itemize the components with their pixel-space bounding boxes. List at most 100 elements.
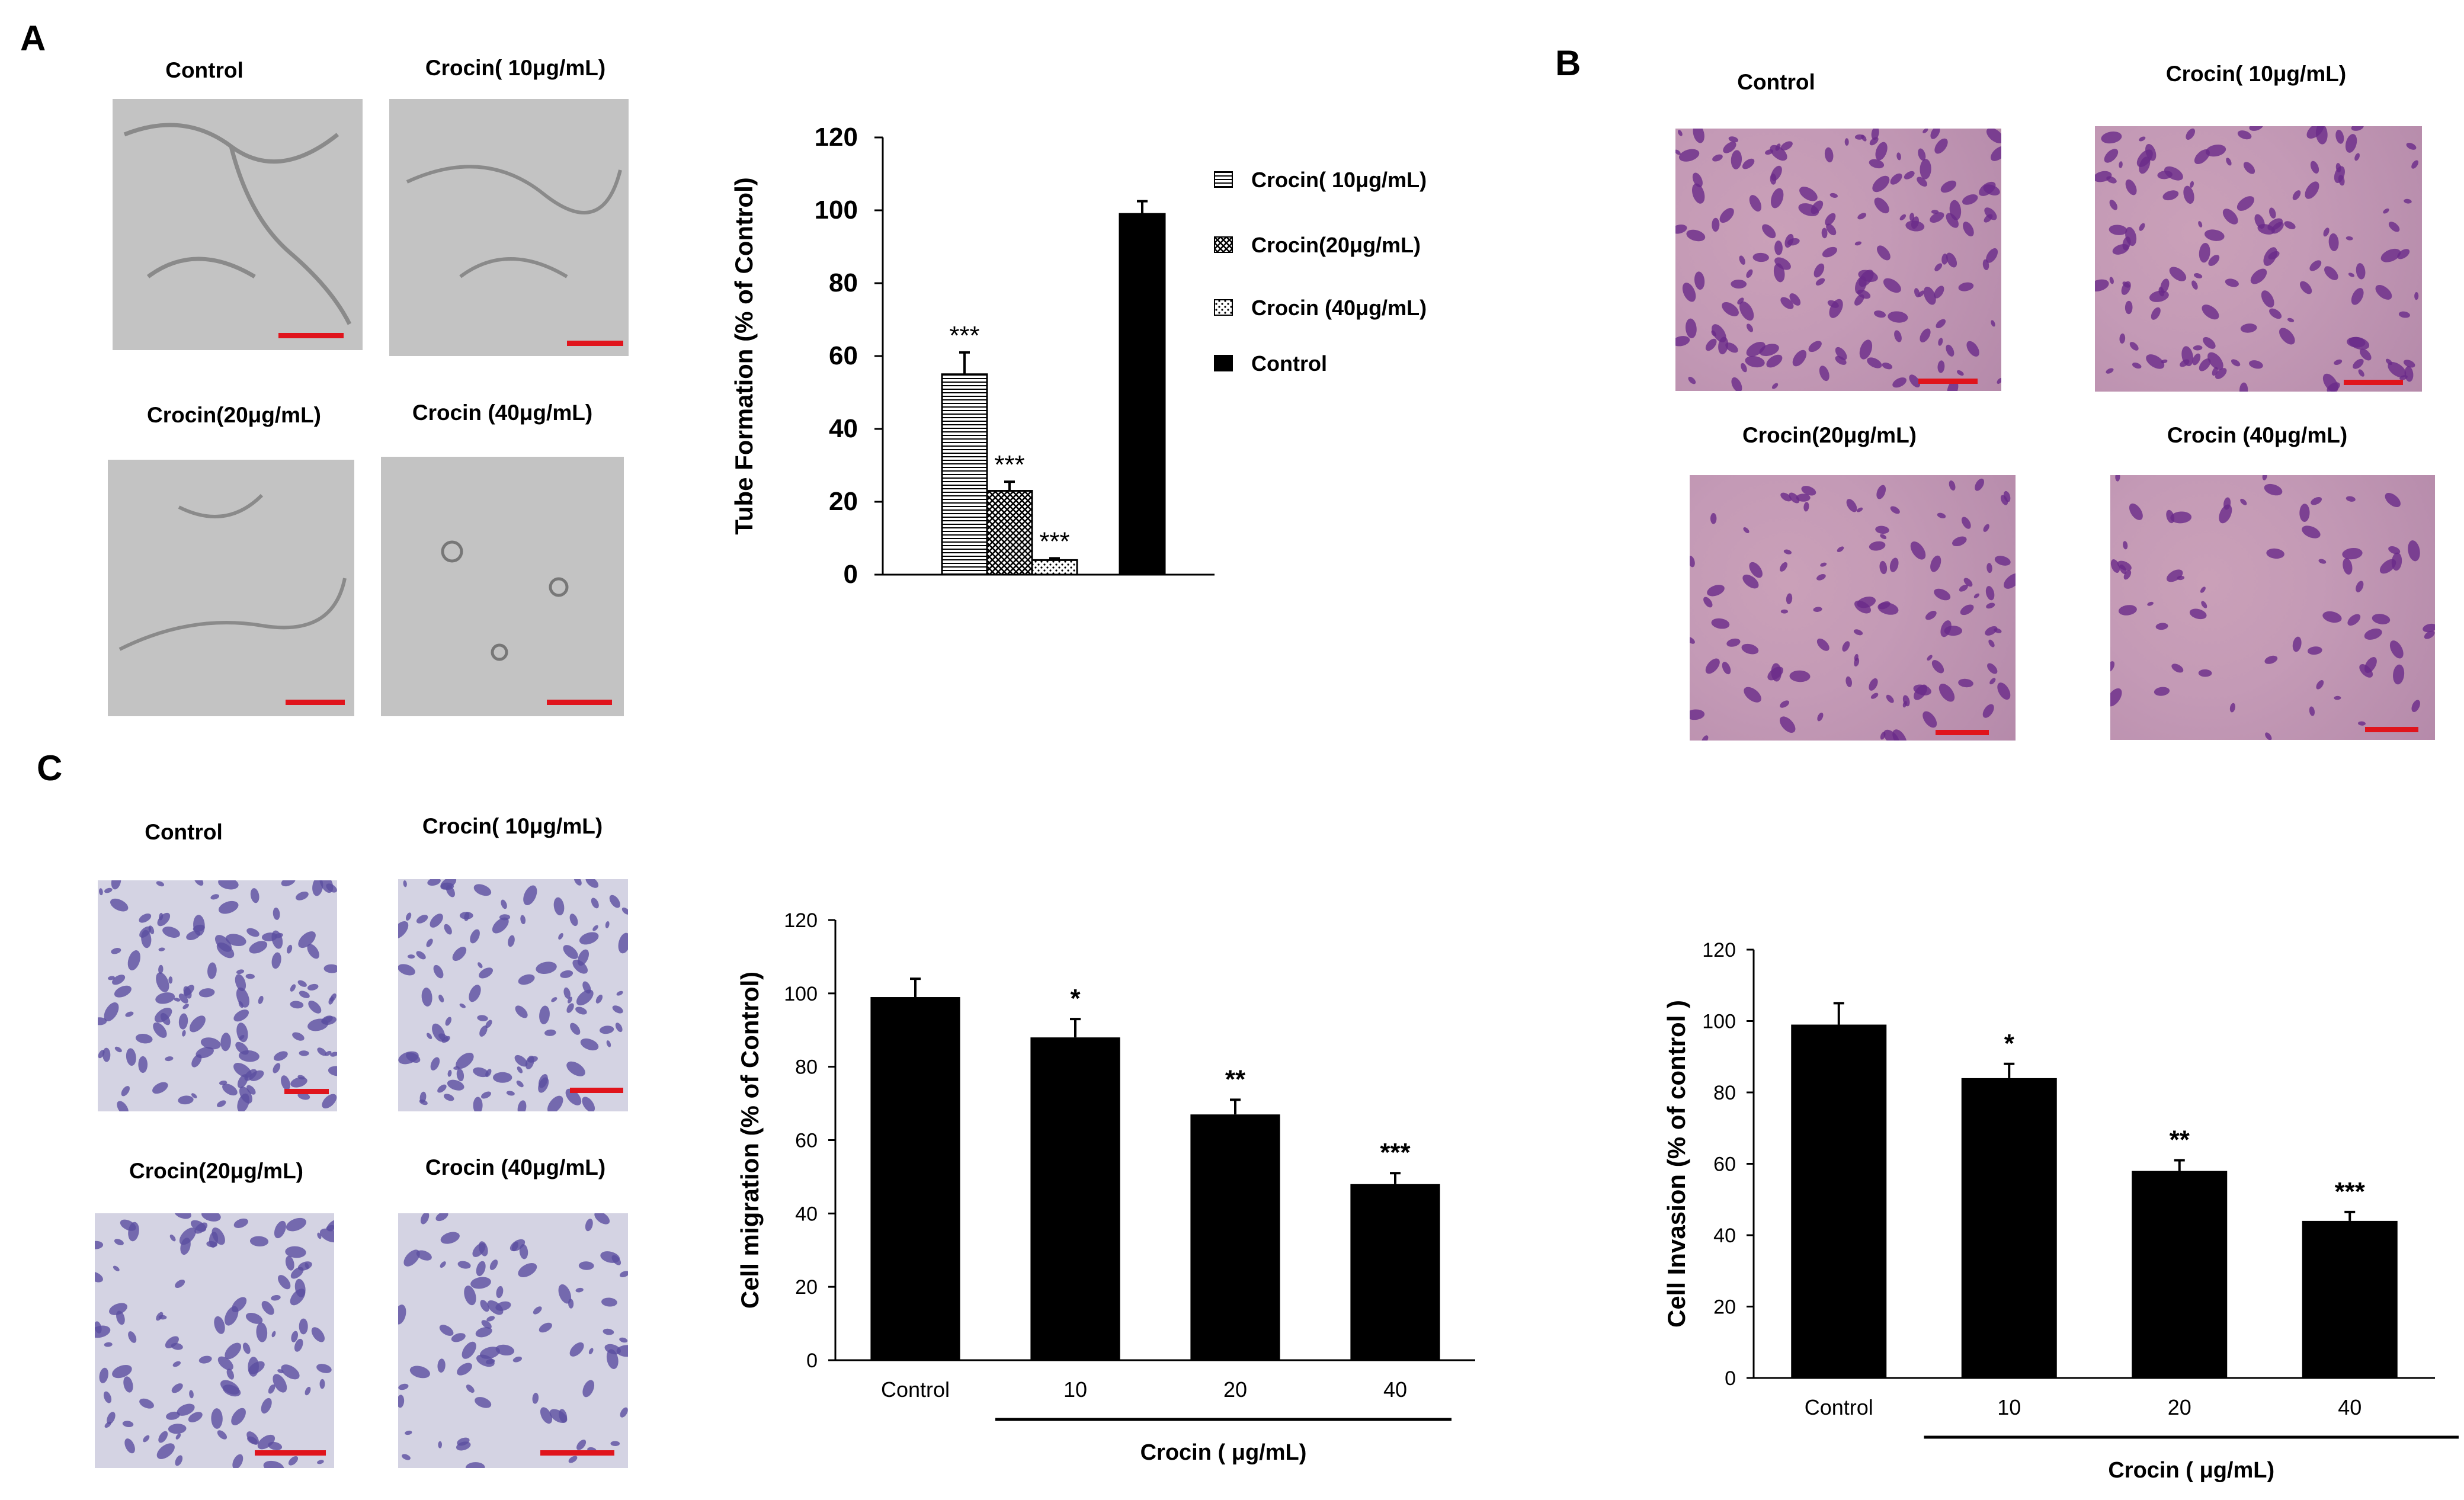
cell-image [441, 540, 569, 661]
stained-cell [1780, 492, 1792, 502]
stained-cell [496, 1286, 504, 1299]
stained-cell [568, 1456, 578, 1463]
stained-cell [2254, 214, 2265, 229]
stained-cell [1744, 687, 1761, 703]
micrograph-b-label-20: Crocin(20μg/mL) [1742, 423, 1917, 447]
stained-cell [249, 1070, 264, 1081]
stained-cell [1770, 145, 1787, 161]
stained-cell [1890, 506, 1900, 514]
stained-cell [1892, 729, 1907, 741]
stained-cell [1786, 593, 1793, 604]
stained-cell [166, 1411, 180, 1420]
stained-cell [2383, 208, 2389, 214]
stained-cell [420, 1213, 430, 1225]
stained-cell [409, 1366, 430, 1379]
stained-cell [217, 1356, 233, 1370]
stained-cell [481, 1091, 491, 1099]
stained-cell [290, 1267, 304, 1279]
stained-cell [325, 1051, 332, 1056]
stained-cell [479, 967, 494, 979]
stained-cells-image [398, 879, 628, 1111]
stained-cell [2208, 255, 2220, 267]
stained-cell [2264, 655, 2278, 664]
stained-cell [273, 907, 280, 920]
stained-cell [2169, 267, 2187, 281]
stained-cell [585, 1219, 593, 1232]
micrograph-c-control [98, 880, 337, 1111]
stained-cell [476, 1354, 495, 1367]
stained-cell [532, 1392, 539, 1404]
stained-cell [1780, 700, 1790, 708]
stained-cell [456, 1068, 464, 1082]
stained-cell [2202, 305, 2219, 320]
stained-cell [582, 1097, 595, 1111]
stained-cell [569, 1342, 584, 1357]
stained-cell [2222, 209, 2238, 225]
stained-cell [201, 1213, 221, 1222]
stained-cell [98, 1017, 107, 1025]
significance-label: *** [2335, 1177, 2366, 1206]
stained-cell [1876, 245, 1891, 261]
scale-bar [255, 1450, 326, 1456]
stained-cell [479, 1025, 488, 1037]
micrograph-a-label-20: Crocin(20μg/mL) [147, 403, 321, 427]
stained-cell [601, 1297, 617, 1307]
stained-cell [316, 1364, 332, 1373]
scale-bar [2344, 380, 2403, 385]
panel-letter-a: A [20, 18, 46, 58]
stained-cell [1883, 729, 1899, 741]
stained-cell [2117, 560, 2132, 571]
stained-cell [182, 1004, 189, 1009]
stained-cell [2307, 646, 2322, 655]
stained-cell [246, 928, 259, 937]
stained-cell [99, 1367, 108, 1383]
y-axis-title: Tube Formation (% of Control) [730, 177, 758, 534]
micrograph-a-20 [108, 460, 354, 716]
stained-cells-image [1690, 478, 2016, 741]
stained-cell [1737, 297, 1744, 305]
stained-cell [2110, 661, 2115, 672]
stained-cell [168, 1424, 187, 1434]
stained-cell [1742, 158, 1755, 169]
stained-cell [2338, 175, 2345, 186]
stained-cell [558, 932, 563, 940]
stained-cell [222, 1084, 238, 1096]
stained-cell [285, 1246, 306, 1258]
stained-cell [218, 880, 239, 890]
stained-cell [1937, 360, 1945, 373]
stained-cell [2264, 483, 2283, 496]
stained-cells-image [1675, 129, 2001, 391]
y-tick-label: 40 [1713, 1225, 1736, 1247]
y-tick-label: 80 [829, 268, 858, 297]
stained-cell [2106, 368, 2114, 374]
bar [2302, 1220, 2398, 1378]
x-tick-label: 20 [2168, 1395, 2191, 1419]
stained-cell [2189, 608, 2207, 620]
stained-cell [330, 1052, 337, 1057]
stained-cell [1690, 709, 1705, 720]
stained-cell [469, 985, 481, 1002]
stained-cell [323, 964, 337, 973]
stained-cell [2146, 354, 2165, 369]
stained-cell [193, 924, 205, 932]
stained-cell [464, 1286, 476, 1306]
micrograph-b-label-40: Crocin (40μg/mL) [2167, 423, 2348, 447]
stained-cell [2351, 126, 2364, 131]
stained-cell [273, 1374, 287, 1393]
stained-cell [2004, 573, 2016, 589]
legend-label: Crocin (40μg/mL) [1251, 296, 1427, 320]
stained-cell [499, 914, 511, 921]
stained-cell [124, 1438, 135, 1454]
stained-cell [2219, 504, 2232, 524]
stained-cell [220, 1380, 240, 1395]
stained-cell [616, 991, 623, 996]
stained-cell [481, 1320, 492, 1329]
stained-cell [1997, 377, 2001, 384]
stained-cell [1869, 678, 1878, 691]
stained-cell [563, 987, 571, 999]
stained-cell [456, 1052, 474, 1069]
stained-cell [236, 969, 245, 975]
stained-cell [2199, 242, 2210, 263]
stained-cell [2162, 190, 2179, 201]
stained-cell [104, 1342, 113, 1347]
